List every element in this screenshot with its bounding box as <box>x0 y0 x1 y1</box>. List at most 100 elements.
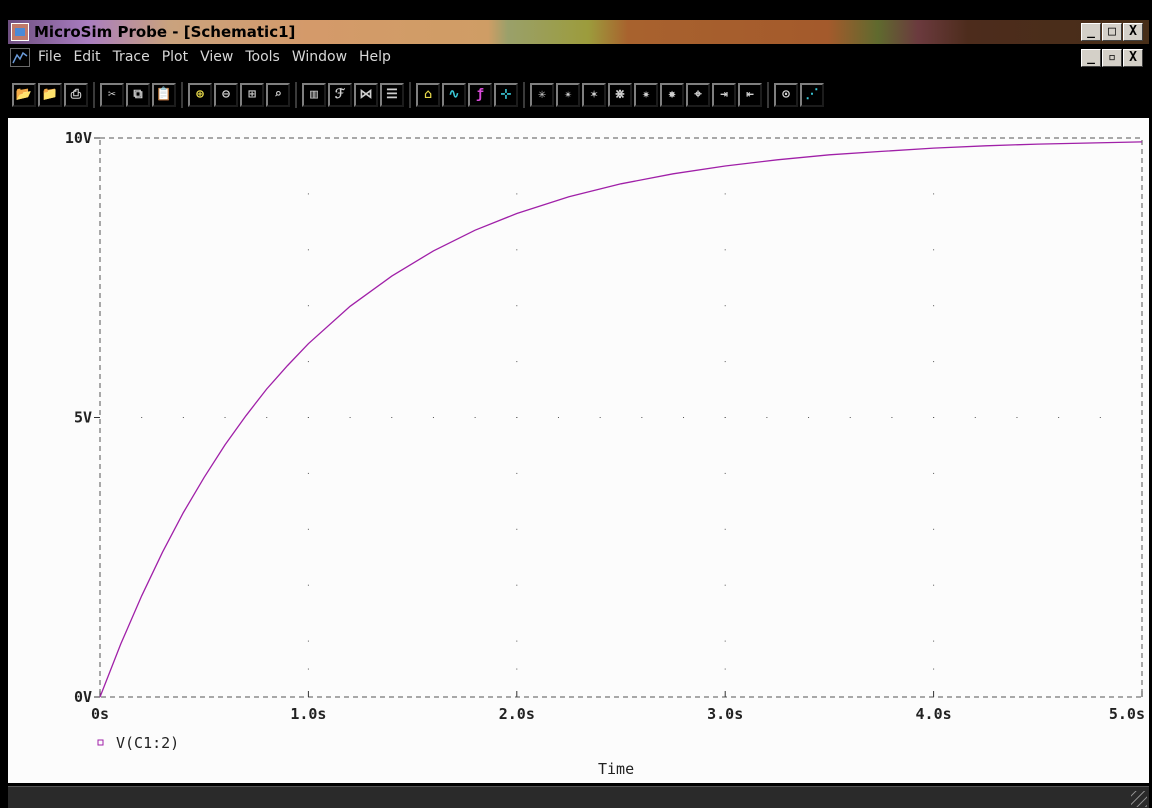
grid-dot <box>516 417 518 418</box>
zoom-area-icon[interactable]: ⊞ <box>240 83 264 107</box>
doc-close-button[interactable]: X <box>1123 49 1143 67</box>
close-button[interactable]: X <box>1123 23 1143 41</box>
toolbar-separator <box>93 82 95 108</box>
plot-grid <box>141 193 1101 670</box>
cursor-prev-transition-icon[interactable]: ⇤ <box>738 83 762 107</box>
grid-dot <box>307 417 309 418</box>
menu-plot[interactable]: Plot <box>161 49 189 65</box>
grid-dot <box>933 528 935 530</box>
paste-icon[interactable]: 📋 <box>152 83 176 107</box>
y-tick-labels: 0V 5V 10V <box>65 129 92 706</box>
grid-dot <box>766 417 768 418</box>
menu-tools[interactable]: Tools <box>245 49 280 65</box>
axis-ticks <box>94 137 1143 698</box>
title-bar[interactable]: MicroSim Probe - [Schematic1] _ □ X <box>8 20 1149 44</box>
grid-dot <box>182 417 184 418</box>
legend[interactable]: V(C1:2) <box>97 734 179 752</box>
cursor-min-icon[interactable]: ⋇ <box>608 83 632 107</box>
maximize-button[interactable]: □ <box>1102 23 1122 41</box>
cursor-slope-icon[interactable]: ✶ <box>582 83 606 107</box>
print-icon[interactable]: ⎙ <box>64 83 88 107</box>
toolbar-separator <box>767 82 769 108</box>
probe-plot[interactable]: 0V 5V 10V 0s 1.0s 2.0s 3.0s 4.0s 5.0s V(C1:2) T… <box>8 118 1149 783</box>
legend-label: V(C1:2) <box>116 734 179 752</box>
cursor-trough-icon[interactable]: ✴ <box>556 83 580 107</box>
add-y-axis-icon[interactable]: ☰ <box>380 83 404 107</box>
menu-file[interactable]: File <box>38 49 62 65</box>
zoom-in-icon[interactable]: ⊕ <box>188 83 212 107</box>
menu-help[interactable]: Help <box>359 49 391 65</box>
grid-dot <box>599 417 601 418</box>
status-bar <box>8 786 1149 808</box>
grid-dot <box>933 361 935 363</box>
toolbar-separator <box>523 82 525 108</box>
grid-dot <box>933 640 935 642</box>
cursor-next-transition-icon[interactable]: ⇥ <box>712 83 736 107</box>
add-trace-icon[interactable]: ∿ <box>442 83 466 107</box>
copy-icon[interactable]: ⧉ <box>126 83 150 107</box>
mark-label-icon[interactable]: ⊙ <box>774 83 798 107</box>
legend-marker-icon <box>97 739 104 746</box>
grid-dot <box>724 640 726 642</box>
grid-dot <box>1099 417 1101 418</box>
grid-dot <box>266 417 268 418</box>
mark-data-points-icon[interactable]: ⋰ <box>800 83 824 107</box>
doc-minimize-button[interactable]: _ <box>1081 49 1101 67</box>
grid-dot <box>516 249 518 251</box>
plot-window[interactable]: 0V 5V 10V 0s 1.0s 2.0s 3.0s 4.0s 5.0s V(C1:2) T… <box>8 118 1149 783</box>
grid-dot <box>933 668 935 670</box>
x-tick-label: 0s <box>91 705 109 723</box>
grid-dot <box>974 417 976 418</box>
document-menu-icon[interactable] <box>10 48 30 67</box>
grid-dot <box>891 417 893 418</box>
grid-dot <box>724 305 726 307</box>
cursor-search-icon[interactable]: ⌖ <box>686 83 710 107</box>
grid-dot <box>933 417 935 418</box>
grid-dot <box>724 361 726 363</box>
menu-view[interactable]: View <box>200 49 234 65</box>
minimize-button[interactable]: _ <box>1081 23 1101 41</box>
grid-dot <box>307 640 309 642</box>
y-tick-label: 10V <box>65 129 92 147</box>
zoom-fit-icon[interactable]: ⌕ <box>266 83 290 107</box>
menu-edit[interactable]: Edit <box>73 49 101 65</box>
cursor-point-icon[interactable]: ✸ <box>660 83 684 107</box>
grid-dot <box>307 528 309 530</box>
grid-dot <box>349 417 351 418</box>
add-plot-icon[interactable]: ⌂ <box>416 83 440 107</box>
grid-dot <box>808 417 810 418</box>
performance-analysis-icon[interactable]: ⋈ <box>354 83 378 107</box>
grid-dot <box>933 472 935 474</box>
x-tick-label: 3.0s <box>707 705 743 723</box>
eval-goal-function-icon[interactable]: ƒ <box>468 83 492 107</box>
grid-dot <box>933 249 935 251</box>
resize-grip-icon[interactable] <box>1131 791 1147 807</box>
menu-trace[interactable]: Trace <box>112 49 150 65</box>
cursor-max-icon[interactable]: ✷ <box>634 83 658 107</box>
grid-dot <box>641 417 643 418</box>
append-file-icon[interactable]: 📁 <box>38 83 62 107</box>
grid-dot <box>724 417 726 418</box>
grid-dot <box>724 668 726 670</box>
cursor-toggle-icon[interactable]: ⊹ <box>494 83 518 107</box>
app-icon[interactable] <box>11 23 29 41</box>
x-tick-label: 4.0s <box>916 705 952 723</box>
toolbar-separator <box>295 82 297 108</box>
toolbar: 📂 📁 ⎙ ✂ ⧉ 📋 ⊕ ⊖ ⊞ ⌕ ▥ ℱ ⋈ ☰ ⌂ ∿ ƒ ⊹ ✳ ✴ ✶ ⋇ ✷ ✸ ⌖ ⇥ ⇤ ⊙ ⋰ <box>8 72 1149 118</box>
menu-bar: File Edit Trace Plot View Tools Window H… <box>8 46 1149 70</box>
zoom-out-icon[interactable]: ⊖ <box>214 83 238 107</box>
grid-dot <box>1016 417 1018 418</box>
menu-window[interactable]: Window <box>291 49 348 65</box>
grid-dot <box>516 668 518 670</box>
fourier-icon[interactable]: ℱ <box>328 83 352 107</box>
doc-restore-button[interactable]: ▫ <box>1102 49 1122 67</box>
grid-dot <box>933 305 935 307</box>
cursor-peak-icon[interactable]: ✳ <box>530 83 554 107</box>
x-axis-label: Time <box>598 760 634 778</box>
grid-dot <box>307 361 309 363</box>
y-tick-label: 0V <box>74 688 92 706</box>
open-file-icon[interactable]: 📂 <box>12 83 36 107</box>
log-x-icon[interactable]: ▥ <box>302 83 326 107</box>
cut-icon[interactable]: ✂ <box>100 83 124 107</box>
